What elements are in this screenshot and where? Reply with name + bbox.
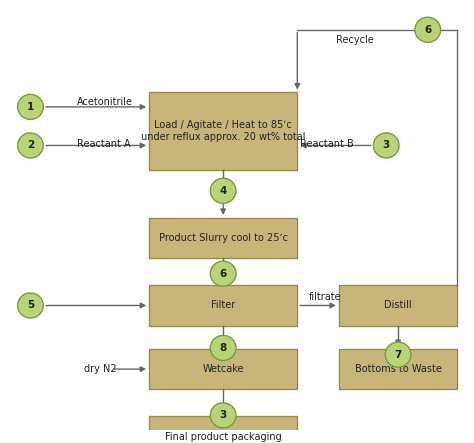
Text: 7: 7	[394, 350, 402, 360]
Text: Filter: Filter	[211, 300, 235, 311]
Text: filtrate: filtrate	[309, 291, 342, 302]
Bar	[149, 349, 297, 389]
Text: 5: 5	[27, 300, 34, 311]
Text: Distill: Distill	[384, 300, 412, 311]
Text: dry N2: dry N2	[84, 364, 117, 374]
Bar	[149, 416, 297, 443]
Text: Acetonitrile: Acetonitrile	[77, 97, 133, 107]
Text: 8: 8	[219, 343, 227, 353]
Text: 3: 3	[383, 140, 390, 151]
Text: 6: 6	[424, 25, 431, 35]
Text: 6: 6	[219, 268, 227, 279]
Text: Wetcake: Wetcake	[202, 364, 244, 374]
Circle shape	[415, 17, 441, 42]
Text: Reactant B: Reactant B	[300, 139, 354, 148]
Text: Load / Agitate / Heat to 85ʼc
under reflux approx. 20 wt% total: Load / Agitate / Heat to 85ʼc under refl…	[141, 120, 305, 142]
Circle shape	[210, 261, 236, 286]
Circle shape	[18, 293, 43, 318]
Circle shape	[385, 342, 411, 367]
Circle shape	[374, 133, 399, 158]
Bar	[339, 285, 457, 326]
Text: Final product packaging: Final product packaging	[165, 431, 282, 442]
Text: Recycle: Recycle	[336, 35, 374, 45]
Text: Bottoms to Waste: Bottoms to Waste	[355, 364, 441, 374]
Bar	[339, 349, 457, 389]
Circle shape	[210, 335, 236, 361]
Circle shape	[210, 178, 236, 203]
Circle shape	[18, 94, 43, 120]
Text: Reactant A: Reactant A	[77, 139, 130, 148]
Bar	[149, 218, 297, 258]
Bar	[149, 285, 297, 326]
Circle shape	[210, 403, 236, 428]
Text: Product Slurry cool to 25ʼc: Product Slurry cool to 25ʼc	[159, 233, 288, 243]
Text: 3: 3	[219, 410, 227, 420]
Text: 2: 2	[27, 140, 34, 151]
Text: 4: 4	[219, 186, 227, 196]
Text: 1: 1	[27, 102, 34, 112]
Bar	[149, 93, 297, 170]
Circle shape	[18, 133, 43, 158]
